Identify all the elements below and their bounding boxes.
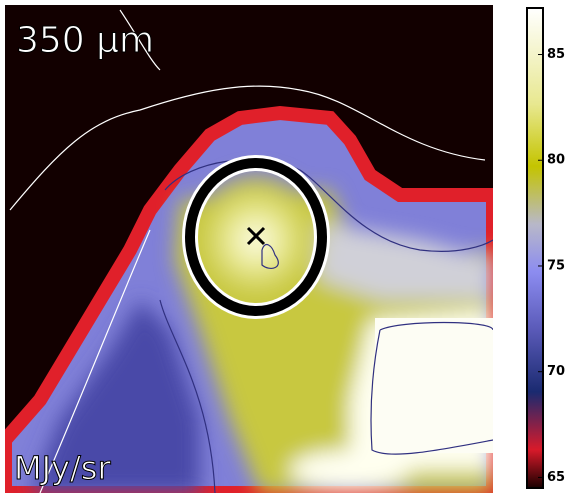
band-label: 350 μm (16, 20, 154, 61)
colorbar-ticks: 65 70 75 80 85 (538, 47, 565, 485)
colorbar (526, 7, 544, 489)
colorbar-tick-label: 70 (547, 364, 565, 379)
colorbar-tick-label: 75 (547, 258, 565, 273)
map-image: 350 μm MJy/sr (5, 5, 493, 493)
colorbar-tick-label: 65 (547, 470, 565, 485)
colorbar-tick-label: 85 (547, 47, 565, 62)
colorbar-tick-label: 80 (547, 153, 565, 168)
unit-label: MJy/sr (14, 449, 111, 487)
